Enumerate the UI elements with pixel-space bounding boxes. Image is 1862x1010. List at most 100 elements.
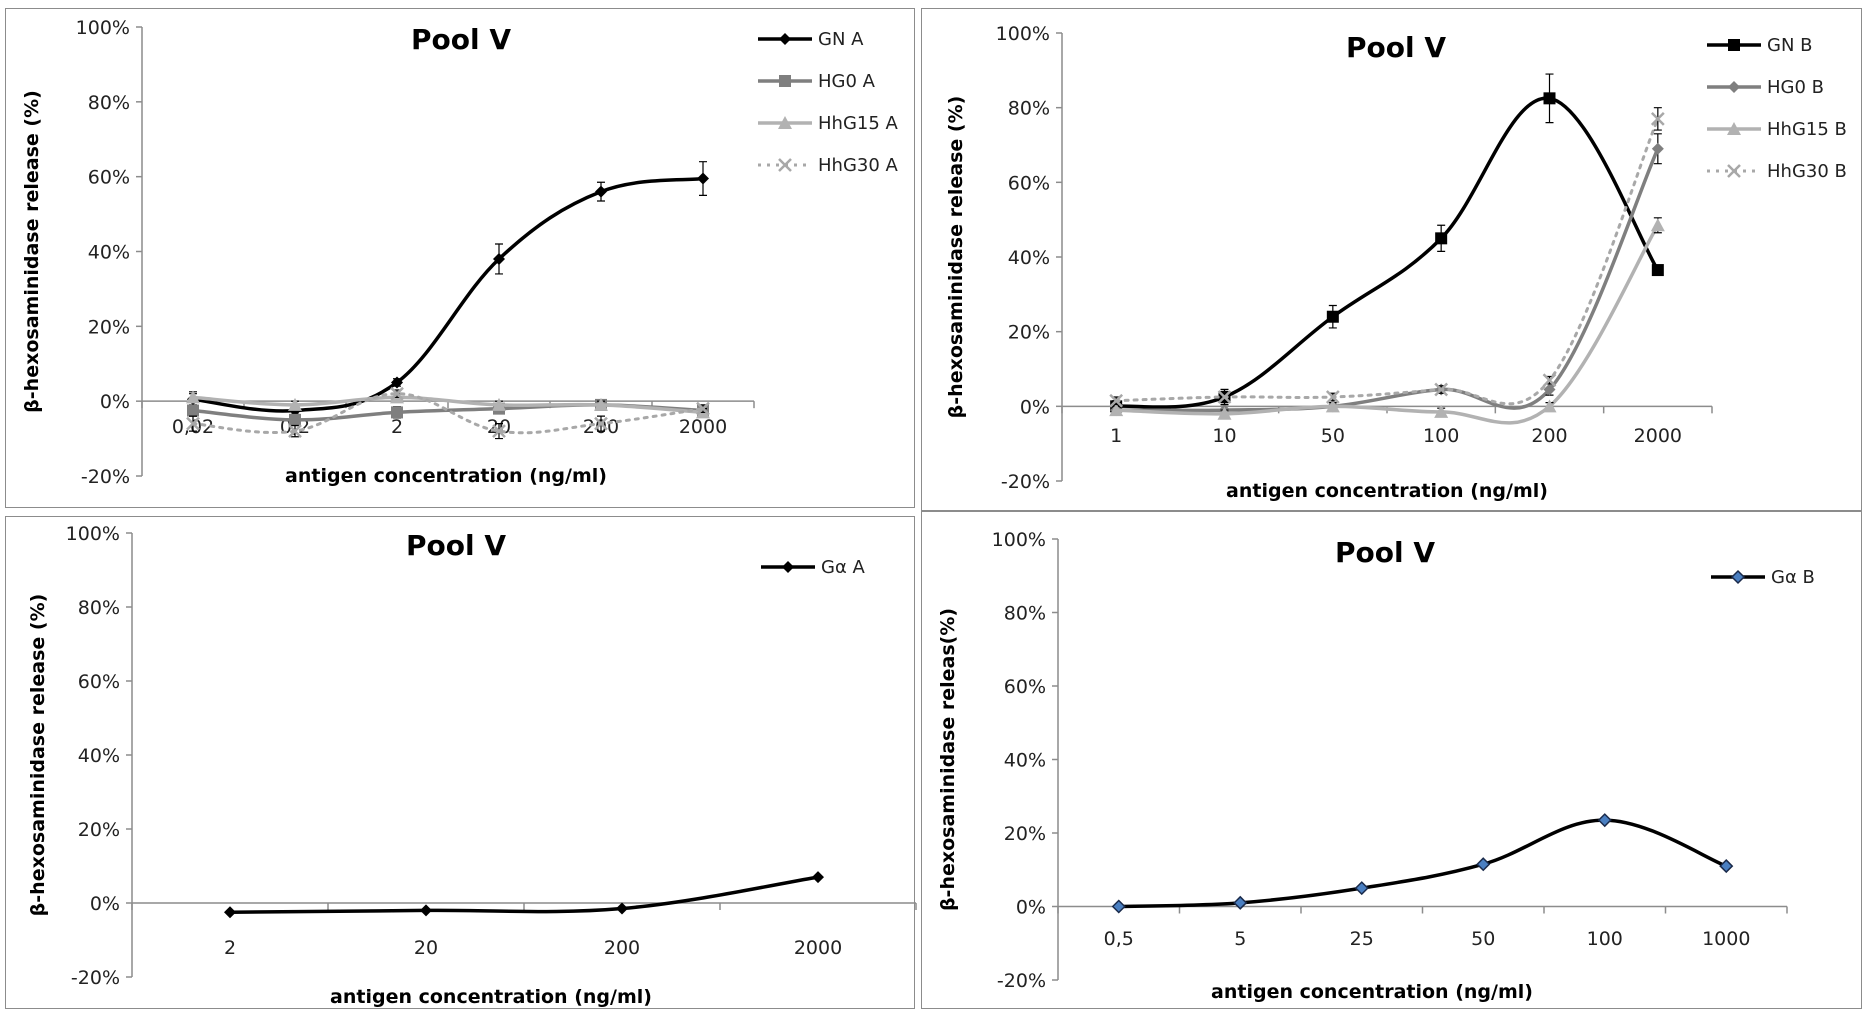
- legend-label: Gα A: [821, 557, 866, 578]
- data-point: [1325, 390, 1340, 404]
- x-tick-label: 0,5: [1104, 928, 1134, 950]
- y-tick-label: 40%: [78, 745, 120, 767]
- data-point: [1650, 111, 1665, 126]
- x-tick-label: 2000: [794, 937, 842, 959]
- data-point: [812, 871, 824, 884]
- chart-bottom-right: Pool V -20% 0% 20% 40% 60% 80% 100% 0,5 5 25 50 100 1…: [937, 529, 1815, 1003]
- legend-label: HG0 B: [1767, 77, 1824, 98]
- y-tick-label: 20%: [78, 819, 120, 841]
- y-tick-label: 60%: [88, 167, 130, 189]
- data-point: [1326, 310, 1339, 323]
- data-point: [595, 185, 607, 198]
- series-line: [1117, 818, 1728, 909]
- y-tick-label: 60%: [78, 671, 120, 693]
- data-point: [391, 406, 403, 419]
- y-tick-label: 60%: [1008, 172, 1050, 194]
- legend-label: Gα B: [1771, 567, 1815, 588]
- y-tick-label: 20%: [88, 316, 130, 338]
- y-axis-label: β-hexosaminidase release (%): [21, 90, 43, 413]
- data-point: [492, 424, 506, 438]
- y-tick-label: 100%: [76, 17, 130, 39]
- y-axis-label: β-hexosaminidase release (%): [27, 594, 49, 917]
- y-tick-label: 80%: [78, 597, 120, 619]
- y-tick-label: 0%: [100, 391, 130, 413]
- y-tick-label: 100%: [66, 523, 120, 545]
- data-point: [1217, 390, 1232, 404]
- data-point: [1434, 404, 1449, 418]
- y-tick-label: -20%: [81, 466, 130, 488]
- data-point: [1233, 895, 1248, 910]
- y-tick-label: 0%: [1016, 897, 1046, 919]
- data-point: [1719, 859, 1734, 874]
- x-tick-label: 50: [1321, 425, 1345, 447]
- data-point: [492, 397, 506, 411]
- y-tick-label: 80%: [1008, 98, 1050, 120]
- legend-marker: [1730, 569, 1746, 585]
- legend-label: GN A: [818, 29, 864, 50]
- legend-marker: [779, 33, 791, 45]
- legend-marker: [778, 116, 792, 129]
- chart-title: Pool V: [1346, 31, 1446, 64]
- chart-bottom-left: Pool V -20% 0% 20% 40% 60% 80% 100% 2 20 200 2000 an…: [27, 523, 917, 1008]
- y-tick-label: 100%: [996, 23, 1050, 45]
- data-point: [594, 397, 608, 411]
- data-point: [288, 424, 302, 438]
- legend-marker: [1727, 122, 1741, 135]
- data-point: [420, 904, 432, 917]
- data-point: [696, 401, 710, 416]
- chart-panel-bottom-right: Pool V -20% 0% 20% 40% 60% 80% 100% 0,5 5 25 50 100 1…: [921, 511, 1862, 1009]
- data-point: [1597, 813, 1612, 828]
- chart-title: Pool V: [411, 23, 511, 56]
- y-tick-label: 100%: [992, 529, 1046, 551]
- x-tick-label: 100: [1423, 425, 1459, 447]
- x-tick-label: 200: [1531, 425, 1567, 447]
- data-point: [391, 376, 403, 389]
- x-axis-label: antigen concentration (ng/ml): [1226, 480, 1548, 502]
- series-line: [191, 395, 705, 415]
- x-tick-label: 2000: [679, 416, 727, 438]
- data-point: [1325, 399, 1340, 413]
- x-tick-label: 100: [1587, 928, 1623, 950]
- chart-panel-top-right: Pool V -20% 0% 20% 40% 60% 80% 100% 1 10 50 100 200 2…: [921, 8, 1862, 511]
- series-line: [191, 176, 705, 413]
- data-point: [390, 386, 404, 401]
- legend-marker: [779, 75, 791, 87]
- chart-title: Pool V: [1335, 536, 1435, 569]
- y-tick-label: 40%: [88, 242, 130, 264]
- data-point: [1109, 393, 1124, 408]
- x-axis-label: antigen concentration (ng/ml): [330, 986, 652, 1008]
- legend-label: HhG30 A: [818, 155, 899, 176]
- y-axis-label: β-hexosaminidase releas(%): [937, 608, 959, 911]
- chart-top-left: Pool V-20%0%20%40%60%80%100%0,02 0,2 2 20 20…: [21, 17, 899, 488]
- x-tick-label: 200: [604, 937, 640, 959]
- legend-marker: [1728, 81, 1740, 93]
- x-tick-label: 2: [391, 416, 403, 438]
- data-point: [186, 416, 200, 431]
- data-point: [1109, 403, 1124, 417]
- y-tick-label: 0%: [1020, 396, 1050, 418]
- data-point: [224, 906, 236, 919]
- data-point: [1435, 232, 1448, 245]
- data-point: [1354, 881, 1369, 896]
- data-point: [1111, 899, 1126, 914]
- x-axis-label: antigen concentration (ng/ml): [285, 465, 607, 487]
- y-tick-label: -20%: [997, 970, 1046, 992]
- data-point: [288, 397, 302, 411]
- data-point: [1543, 383, 1556, 396]
- data-point: [697, 172, 709, 185]
- x-tick-label: 5: [1234, 928, 1246, 950]
- y-tick-label: 60%: [1004, 676, 1046, 698]
- legend-marker: [782, 561, 794, 573]
- y-tick-label: 20%: [1008, 322, 1050, 344]
- y-tick-label: 80%: [1004, 603, 1046, 625]
- x-axis-label: antigen concentration (ng/ml): [1211, 981, 1533, 1003]
- x-tick-label: 2000: [1634, 425, 1682, 447]
- series-line: [191, 392, 705, 435]
- x-tick-label: 2: [224, 937, 236, 959]
- series-line: [228, 875, 820, 914]
- chart-top-right: Pool V -20% 0% 20% 40% 60% 80% 100% 1 10 50 100 200 2…: [945, 23, 1847, 502]
- data-point: [289, 413, 301, 426]
- data-point: [1651, 142, 1664, 155]
- data-point: [1650, 218, 1665, 232]
- x-tick-label: 50: [1471, 928, 1495, 950]
